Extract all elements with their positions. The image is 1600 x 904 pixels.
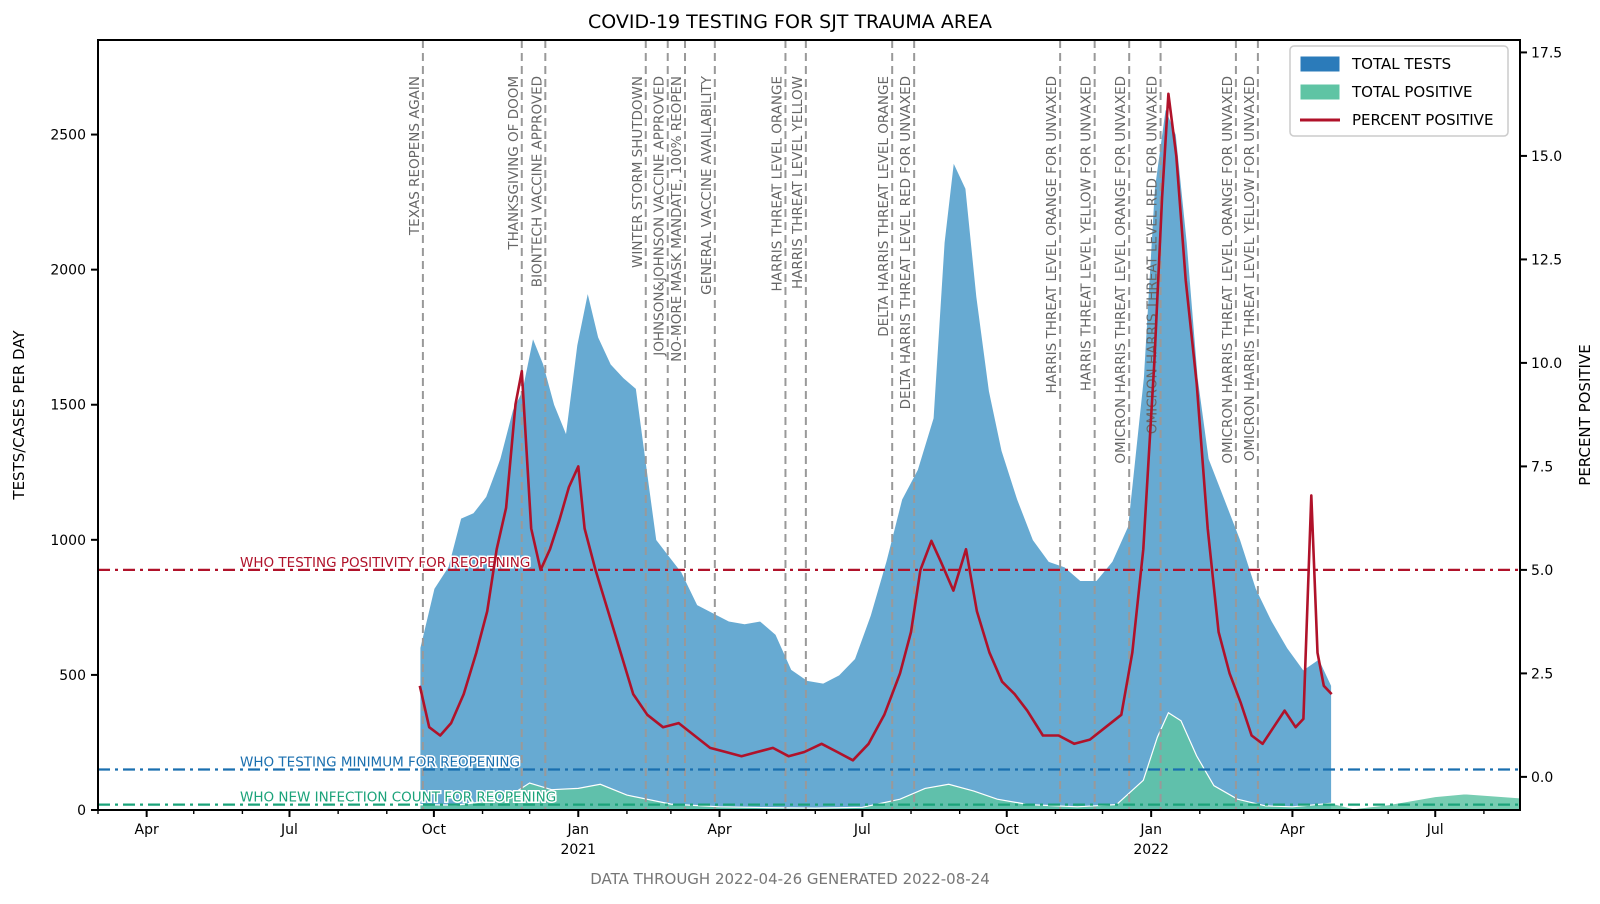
legend-label: PERCENT POSITIVE xyxy=(1352,111,1493,129)
x-tick-label: Apr xyxy=(135,822,159,838)
y-tick-label-right: 15.0 xyxy=(1531,149,1562,165)
event-label: OMICRON HARRIS THREAT LEVEL ORANGE FOR U… xyxy=(1113,76,1129,464)
y-tick-label-left: 0 xyxy=(77,803,86,819)
chart-footer: DATA THROUGH 2022-04-26 GENERATED 2022-0… xyxy=(590,870,990,888)
event-label: WINTER STORM SHUTDOWN xyxy=(630,76,646,268)
x-tick-label: Oct xyxy=(422,822,447,838)
y-tick-label-right: 10.0 xyxy=(1531,356,1562,372)
event-label: DELTA HARRIS THREAT LEVEL ORANGE xyxy=(876,76,892,337)
legend: TOTAL TESTS TOTAL POSITIVE PERCENT POSITIV… xyxy=(1289,45,1509,137)
axes-layer: Apr Jul Oct Jan Apr Jul Oct Jan Apr Jul 2021 2022 0 5… xyxy=(50,45,1562,858)
x-tick-label: Jul xyxy=(853,822,871,838)
line-percent-positive xyxy=(418,92,1333,762)
x-tick-label: Jan xyxy=(566,822,589,838)
reference-line-label: WHO TESTING MINIMUM FOR REOPENING xyxy=(240,754,520,770)
y-tick-label-right: 5.0 xyxy=(1531,563,1553,579)
event-label: OMICRON HARRIS THREAT LEVEL ORANGE FOR U… xyxy=(1220,76,1236,464)
x-tick-label: Jan xyxy=(1139,822,1162,838)
event-label: HARRIS THREAT LEVEL YELLOW xyxy=(790,76,806,289)
event-label: HARRIS THREAT LEVEL ORANGE FOR UNVAXED xyxy=(1044,76,1060,394)
reference-line-label: WHO TESTING POSITIVITY FOR REOPENING xyxy=(240,555,530,571)
y-tick-label-left: 2000 xyxy=(50,263,86,279)
x-tick-label: Jul xyxy=(1426,822,1444,838)
y-tick-label-left: 500 xyxy=(59,668,86,684)
event-label: NO-MORE MASK MANDATE, 100% REOPEN xyxy=(669,76,685,362)
x-tick-label: Apr xyxy=(1280,822,1304,838)
y-axis-label-right: PERCENT POSITIVE xyxy=(1576,344,1594,485)
area-total-tests xyxy=(419,105,1333,811)
y-tick-label-left: 1000 xyxy=(50,533,86,549)
reference-line-label: WHO NEW INFECTION COUNT FOR REOPENING xyxy=(240,790,556,806)
event-label: THANKSGIVING OF DOOM xyxy=(506,76,522,251)
x-year-label: 2022 xyxy=(1133,842,1169,858)
x-tick-label: Oct xyxy=(995,822,1020,838)
x-tick-label: Apr xyxy=(707,822,731,838)
x-year-label: 2021 xyxy=(560,842,596,858)
event-label: HARRIS THREAT LEVEL YELLOW FOR UNVAXED xyxy=(1079,76,1095,391)
area-layer xyxy=(419,105,1521,811)
event-label: GENERAL VACCINE AVAILABILITY xyxy=(699,75,715,295)
event-layer: TEXAS REOPENS AGAIN THANKSGIVING OF DOOM B… xyxy=(407,40,1259,810)
y-tick-label-right: 2.5 xyxy=(1531,666,1553,682)
legend-box xyxy=(1289,45,1509,137)
plot-frame xyxy=(97,39,1521,811)
legend-swatch xyxy=(1299,83,1341,101)
y-tick-label-right: 17.5 xyxy=(1531,45,1562,61)
x-tick-label: Jul xyxy=(280,822,298,838)
legend-label: TOTAL POSITIVE xyxy=(1351,83,1472,101)
y-tick-label-left: 2500 xyxy=(50,128,86,144)
percent-line-layer xyxy=(418,92,1333,762)
event-label: OMICRON HARRIS THREAT LEVEL RED FOR UNVA… xyxy=(1145,76,1161,434)
legend-label: TOTAL TESTS xyxy=(1351,55,1451,73)
y-tick-label-right: 7.5 xyxy=(1531,459,1553,475)
legend-swatch xyxy=(1299,55,1341,73)
event-label: OMICRON HARRIS THREAT LEVEL YELLOW FOR U… xyxy=(1242,76,1258,461)
event-label: DELTA HARRIS THREAT LEVEL RED FOR UNVAXE… xyxy=(898,76,914,409)
event-label: JOHNSON&JOHNSON VACCINE APPROVED xyxy=(652,76,668,357)
event-label: BIONTECH VACCINE APPROVED xyxy=(529,76,545,287)
event-label: HARRIS THREAT LEVEL ORANGE xyxy=(770,76,786,291)
y-tick-label-right: 0.0 xyxy=(1531,770,1553,786)
y-tick-label-right: 12.5 xyxy=(1531,252,1562,268)
y-axis-label-left: TESTS/CASES PER DAY xyxy=(10,330,28,501)
event-label: TEXAS REOPENS AGAIN xyxy=(407,76,423,236)
chart-title: COVID-19 TESTING FOR SJT TRAUMA AREA xyxy=(588,11,992,33)
y-tick-label-left: 1500 xyxy=(50,398,86,414)
reference-line-layer: WHO TESTING POSITIVITY FOR REOPENING WHO … xyxy=(98,553,1520,807)
